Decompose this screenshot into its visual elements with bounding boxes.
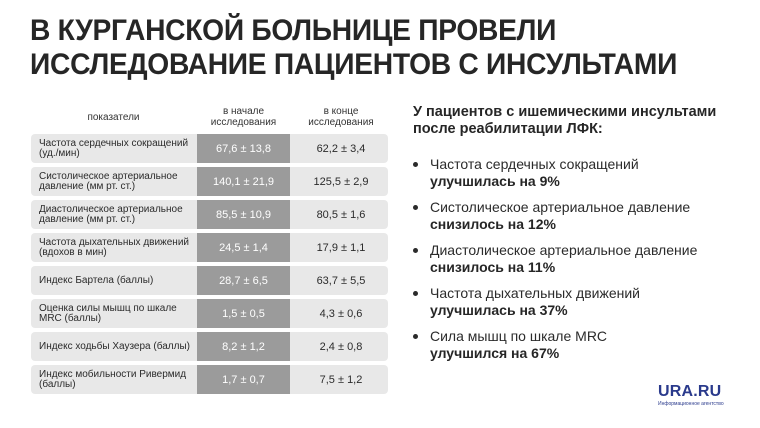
summary-item: Частота сердечных сокращений улучшилась н… (413, 156, 743, 199)
row-label: Частота сердечных сокращений (уд./мин) (39, 137, 189, 159)
summary-item-result: снизилось на 12% (430, 216, 556, 232)
table-row: Частота дыхательных движений (вдохов в м… (31, 233, 388, 262)
row-after-value: 125,5 ± 2,9 (313, 175, 369, 188)
table-body: Частота сердечных сокращений (уд./мин) 67… (31, 134, 388, 394)
summary-item-text: Систолическое артериальное давление (430, 199, 691, 215)
row-after-value: 2,4 ± 0,8 (319, 340, 363, 353)
summary-heading: У пациентов с ишемическими инсультами по… (413, 104, 717, 137)
title-line-1: В КУРГАНСКОЙ БОЛЬНИЦЕ ПРОВЕЛИ (30, 14, 557, 47)
header-before: в начале исследования (210, 106, 277, 128)
bullet-icon (413, 162, 418, 167)
row-label: Индекс ходьбы Хаузера (баллы) (39, 340, 190, 352)
bullet-icon (413, 291, 418, 296)
row-before-value: 85,5 ± 10,9 (197, 200, 290, 229)
row-before-value: 1,5 ± 0,5 (197, 299, 290, 328)
row-label: Диастолическое артериальное давление (мм… (39, 203, 183, 225)
summary-item-text: Частота дыхательных движений (430, 285, 641, 301)
row-before-value: 1,7 ± 0,7 (197, 365, 290, 394)
row-label: Оценка силы мышц по шкале MRC (баллы) (39, 302, 177, 324)
row-before-value: 28,7 ± 6,5 (197, 266, 290, 295)
row-after-value: 62,2 ± 3,4 (316, 142, 366, 155)
table-row: Индекс Бартела (баллы) 28,7 ± 6,5 63,7 ± 5… (31, 266, 388, 295)
table-row: Индекс ходьбы Хаузера (баллы) 8,2 ± 1,2 2,… (31, 332, 388, 361)
table-row: Частота сердечных сокращений (уд./мин) 67… (31, 134, 388, 163)
summary-item: Частота дыхательных движений улучшилась н… (413, 285, 743, 328)
logo-name: URA.RU (658, 383, 722, 400)
summary-item-result: снизилось на 11% (430, 259, 556, 275)
table-row: Оценка силы мышц по шкале MRC (баллы) 1,5… (31, 299, 388, 328)
table-row: Индекс мобильности Ривермид (баллы) 1,7 ±… (31, 365, 388, 394)
summary-item-result: улучшилась на 37% (430, 302, 568, 318)
summary-item-result: улучшился на 67% (430, 345, 560, 361)
bullet-icon (413, 334, 418, 339)
row-before-value: 8,2 ± 1,2 (197, 332, 290, 361)
row-label: Индекс мобильности Ривермид (баллы) (39, 368, 187, 390)
summary-list: Частота сердечных сокращений улучшилась н… (413, 156, 743, 371)
summary-item-text: Частота сердечных сокращений (430, 156, 639, 172)
bullet-icon (413, 205, 418, 210)
logo-tagline: Информационное агентство (658, 401, 724, 407)
row-after-value: 80,5 ± 1,6 (316, 208, 366, 221)
row-before-value: 67,6 ± 13,8 (197, 134, 290, 163)
header-after: в конце исследования (308, 106, 374, 128)
indicators-table: показатели в начале исследования в конце… (31, 100, 388, 394)
row-after-value: 63,7 ± 5,5 (316, 274, 366, 287)
row-label: Частота дыхательных движений (вдохов в м… (39, 236, 190, 258)
header-indicators: показатели (87, 111, 140, 123)
summary-item-text: Диастолическое артериальное давление (430, 242, 698, 258)
row-label: Систолическое артериальное давление (мм … (39, 170, 178, 192)
table-row: Диастолическое артериальное давление (мм… (31, 200, 388, 229)
page-title: В КУРГАНСКОЙ БОЛЬНИЦЕ ПРОВЕЛИ ИССЛЕДОВАН… (30, 14, 688, 82)
summary-item-result: улучшилась на 9% (430, 173, 560, 189)
row-label: Индекс Бартела (баллы) (39, 274, 154, 286)
summary-item: Диастолическое артериальное давление сниз… (413, 242, 743, 285)
table-row: Систолическое артериальное давление (мм … (31, 167, 388, 196)
table-header: показатели в начале исследования в конце… (31, 100, 388, 134)
summary-item: Систолическое артериальное давление снизи… (413, 199, 743, 242)
bullet-icon (413, 248, 418, 253)
row-before-value: 24,5 ± 1,4 (197, 233, 290, 262)
row-after-value: 17,9 ± 1,1 (316, 241, 366, 254)
row-after-value: 7,5 ± 1,2 (319, 373, 363, 386)
title-line-2: ИССЛЕДОВАНИЕ ПАЦИЕНТОВ С ИНСУЛЬТАМИ (30, 48, 678, 81)
summary-item-text: Сила мышц по шкале MRC (430, 328, 608, 344)
summary-item: Сила мышц по шкале MRC улучшился на 67% (413, 328, 743, 371)
ura-logo: URA.RU Информационное агентство (658, 383, 738, 408)
row-before-value: 140,1 ± 21,9 (197, 167, 290, 196)
row-after-value: 4,3 ± 0,6 (319, 307, 363, 320)
